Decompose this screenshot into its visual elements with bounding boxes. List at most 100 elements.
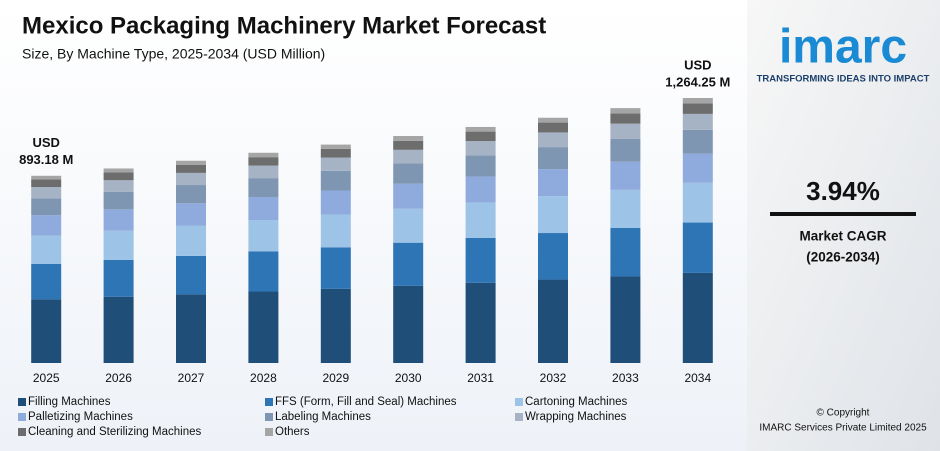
legend-swatch xyxy=(265,398,273,406)
legend-label: Labeling Machines xyxy=(275,411,371,423)
legend-label: Others xyxy=(275,426,310,438)
bar-segment xyxy=(610,123,641,139)
x-tick-label: 2033 xyxy=(612,371,639,385)
cagr-period: (2026-2034) xyxy=(806,250,880,265)
legend-swatch xyxy=(515,413,523,421)
bar-segment xyxy=(610,228,641,277)
bar-segment xyxy=(320,288,351,363)
total-label: 1,264.25 M xyxy=(665,74,730,89)
bar-segment xyxy=(682,103,713,114)
bar-segment xyxy=(393,208,424,243)
bar-segment xyxy=(610,189,641,229)
legend-swatch xyxy=(265,413,273,421)
bar-segment xyxy=(320,157,351,171)
legend-label: Cartoning Machines xyxy=(525,396,628,408)
bar-segment xyxy=(538,117,568,123)
bar-segment xyxy=(320,190,351,215)
bar-segment xyxy=(610,138,641,162)
bar-segment xyxy=(320,144,351,149)
bar-segment xyxy=(176,172,206,186)
legend-label: FFS (Form, Fill and Seal) Machines xyxy=(275,396,457,408)
x-tick-label: 2028 xyxy=(250,371,277,385)
x-tick-label: 2030 xyxy=(395,371,422,385)
bar-segment xyxy=(31,235,62,264)
bar-segment xyxy=(103,230,134,260)
bar-segment xyxy=(682,129,713,154)
bar-segment xyxy=(465,282,496,363)
total-label: USD xyxy=(684,57,711,72)
bar-segment xyxy=(465,126,496,132)
bar-segment xyxy=(31,175,62,180)
total-label: USD xyxy=(32,135,59,150)
bar-segment xyxy=(538,196,568,234)
bar-segment xyxy=(176,255,206,295)
bar-segment xyxy=(538,169,568,197)
bar-segment xyxy=(465,176,496,203)
x-tick-label: 2025 xyxy=(33,371,60,385)
bar-segment xyxy=(31,179,62,188)
bar-segment xyxy=(248,220,279,252)
bar-segment xyxy=(176,203,206,226)
bar-segment xyxy=(610,161,641,190)
legend-swatch xyxy=(265,428,273,436)
chart-subtitle: Size, By Machine Type, 2025-2034 (USD Mi… xyxy=(22,46,325,62)
bar-segment xyxy=(248,251,279,292)
tagline: TRANSFORMING IDEAS INTO IMPACT xyxy=(757,74,930,85)
bar-segment xyxy=(682,272,713,363)
x-tick-label: 2026 xyxy=(105,371,132,385)
bar-segment xyxy=(103,191,134,210)
bar-segment xyxy=(393,135,424,141)
x-tick-label: 2027 xyxy=(178,371,205,385)
bar-segment xyxy=(682,113,713,130)
logo: imarc xyxy=(779,21,907,74)
bar-segment xyxy=(465,131,496,142)
bar-segment xyxy=(176,185,206,204)
bar-segment xyxy=(31,187,62,199)
total-label: 893.18 M xyxy=(19,152,73,167)
bar-segment xyxy=(538,122,568,133)
copyright: © Copyright xyxy=(817,408,870,419)
cagr-label: Market CAGR xyxy=(799,229,886,244)
bar-segment xyxy=(103,172,134,181)
bar-segment xyxy=(31,299,62,363)
bar-segment xyxy=(465,202,496,238)
bar-segment xyxy=(610,113,641,124)
bar-segment xyxy=(103,180,134,192)
bar-segment xyxy=(682,182,713,223)
chart-title: Mexico Packaging Machinery Market Foreca… xyxy=(22,12,546,39)
bar-segment xyxy=(31,263,62,300)
bar-segment xyxy=(320,247,351,289)
bar-segment xyxy=(103,168,134,173)
bar-segment xyxy=(176,160,206,165)
bar-segment xyxy=(248,157,279,166)
bar-segment xyxy=(248,291,279,363)
bar-segment xyxy=(248,178,279,197)
bar-segment xyxy=(393,149,424,164)
bar-segment xyxy=(538,147,568,170)
x-tick-label: 2032 xyxy=(540,371,567,385)
bar-segment xyxy=(393,163,424,184)
legend-swatch xyxy=(18,428,26,436)
bar-segment xyxy=(103,209,134,231)
bar-segment xyxy=(393,140,424,150)
legend-label: Palletizing Machines xyxy=(28,411,133,423)
legend-label: Wrapping Machines xyxy=(525,411,627,423)
bar-segment xyxy=(682,153,713,183)
bar-segment xyxy=(176,225,206,256)
company: IMARC Services Private Limited 2025 xyxy=(759,423,927,434)
bar-segment xyxy=(248,152,279,158)
cagr-divider xyxy=(770,212,916,216)
bar-segment xyxy=(682,222,713,273)
legend-label: Cleaning and Sterilizing Machines xyxy=(28,426,201,438)
bar-segment xyxy=(320,214,351,248)
bar-segment xyxy=(538,132,568,148)
bar-segment xyxy=(31,198,62,216)
bar-segment xyxy=(176,294,206,363)
bar-segment xyxy=(248,165,279,179)
bar-segment xyxy=(682,98,713,104)
legend-swatch xyxy=(515,398,523,406)
x-tick-label: 2029 xyxy=(322,371,349,385)
bar-segment xyxy=(538,233,568,280)
bar-segment xyxy=(320,170,351,191)
